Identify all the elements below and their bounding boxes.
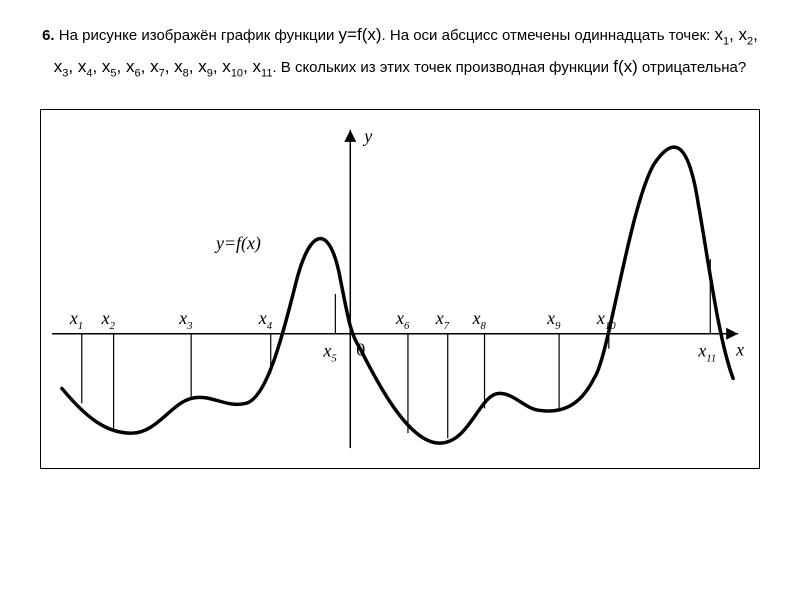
function-chart: yx0x1x2x3x4x5x6x7x8x9x10x11y=f(x) xyxy=(41,110,759,468)
func-short: f(x) xyxy=(613,57,638,76)
problem-statement: 6. На рисунке изображён график функции y… xyxy=(40,20,760,84)
problem-number: 6. xyxy=(42,27,55,44)
svg-text:y=f(x): y=f(x) xyxy=(214,234,261,255)
svg-text:x7: x7 xyxy=(435,308,450,332)
svg-text:x9: x9 xyxy=(546,308,561,332)
svg-text:x11: x11 xyxy=(697,341,716,365)
text-part4: отрицательна? xyxy=(638,59,746,76)
svg-text:x6: x6 xyxy=(395,308,410,332)
svg-text:x1: x1 xyxy=(69,308,83,332)
svg-text:x8: x8 xyxy=(472,308,487,332)
svg-text:x3: x3 xyxy=(178,308,192,332)
svg-text:x2: x2 xyxy=(101,308,116,332)
text-part2: . На оси абсцисс отмечены одиннадцать то… xyxy=(382,27,715,44)
svg-text:x: x xyxy=(735,340,744,360)
func-label: y=f(x) xyxy=(339,25,382,44)
text-part3: . В скольких из этих точек производная ф… xyxy=(272,59,613,76)
chart-container: yx0x1x2x3x4x5x6x7x8x9x10x11y=f(x) xyxy=(40,109,760,469)
svg-text:x5: x5 xyxy=(322,341,337,365)
svg-text:x4: x4 xyxy=(258,308,273,332)
svg-text:y: y xyxy=(362,126,372,146)
text-part1: На рисунке изображён график функции xyxy=(59,27,339,44)
